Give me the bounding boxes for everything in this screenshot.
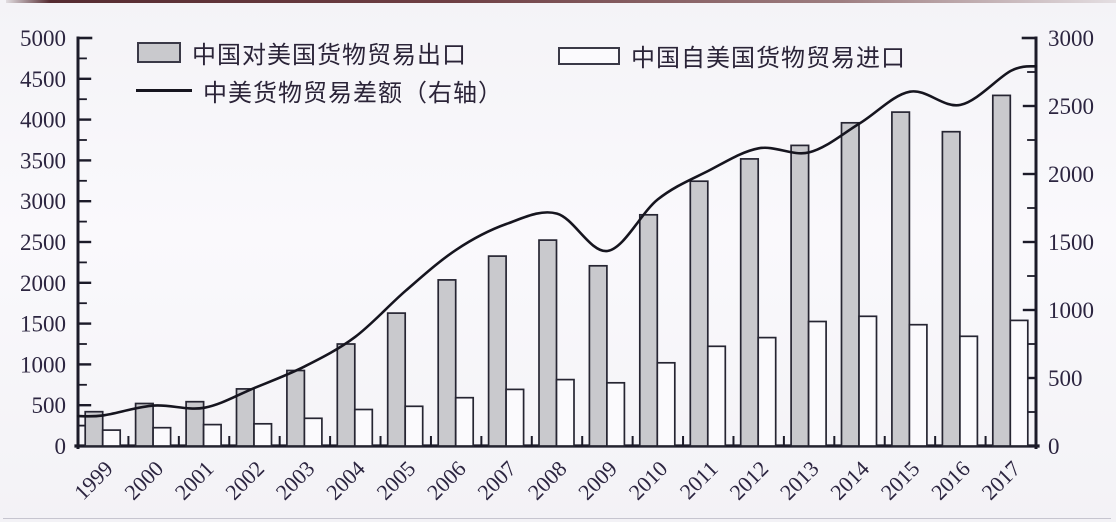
- bar-exports-2004: [336, 343, 356, 447]
- right-axis-tick-label: 0: [1048, 434, 1060, 459]
- bar-exports-2016: [941, 130, 961, 447]
- bar-imports-2011: [706, 345, 727, 447]
- bar-exports-2007: [487, 255, 507, 447]
- x-axis-year-label: 2001: [170, 456, 219, 505]
- x-axis-year-label: 2010: [624, 456, 673, 505]
- left-axis-tick-label: 2000: [20, 271, 66, 296]
- bar-imports-2003: [303, 417, 323, 447]
- bar-imports-2010: [656, 361, 676, 447]
- bar-imports-2002: [253, 422, 273, 447]
- x-axis-year-label: 2008: [523, 456, 572, 505]
- left-axis-tick-label: 500: [32, 393, 67, 418]
- bar-exports-2008: [538, 239, 558, 447]
- bar-exports-1999: [84, 410, 104, 447]
- left-axis-tick-label: 0: [55, 434, 67, 459]
- legend-item-imports: 中国自美国货物贸易进口: [558, 38, 906, 73]
- x-axis-year-label: 2003: [271, 456, 320, 505]
- x-axis-year-label: 2009: [573, 456, 622, 505]
- left-axis-tick-label: 4500: [20, 67, 66, 92]
- bar-imports-2014: [858, 315, 878, 447]
- legend-swatch-imports-bar: [558, 46, 620, 65]
- x-axis-year-label: 2013: [775, 456, 824, 505]
- photo-bottom-edge: [3, 518, 1111, 519]
- right-axis-tick-label: 500: [1048, 366, 1083, 391]
- bar-imports-2007: [505, 388, 525, 447]
- bar-imports-2006: [454, 396, 475, 447]
- bar-imports-2017: [1009, 319, 1029, 447]
- left-axis-tick-label: 1500: [20, 312, 66, 337]
- legend-item-balance: 中美货物贸易差额（右轴）: [136, 73, 503, 108]
- right-axis-tick-label: 2000: [1048, 162, 1094, 187]
- balance-line: [76, 64, 1038, 418]
- bar-exports-2013: [790, 144, 810, 447]
- bar-exports-2000: [134, 402, 154, 447]
- bar-imports-2000: [152, 426, 172, 447]
- x-axis-year-label: 1999: [69, 456, 118, 505]
- right-axis-tick-label: 2500: [1048, 94, 1094, 119]
- left-axis-tick-label: 5000: [20, 26, 66, 51]
- x-axis-year-label: 2016: [926, 456, 975, 505]
- x-axis-year-label: 2014: [825, 456, 874, 505]
- x-axis-year-label: 2017: [977, 456, 1026, 505]
- bar-exports-2010: [638, 213, 659, 447]
- bar-exports-2009: [588, 264, 608, 447]
- bar-imports-2015: [908, 323, 928, 447]
- bar-imports-2016: [959, 335, 979, 447]
- bar-exports-2015: [891, 111, 911, 447]
- left-axis-tick-label: 2500: [20, 230, 66, 255]
- legend-swatch-exports-bar: [137, 42, 181, 63]
- bar-exports-2011: [689, 180, 709, 447]
- bar-imports-2012: [757, 336, 777, 447]
- x-axis-year-label: 2011: [675, 456, 723, 504]
- bar-imports-2009: [606, 381, 626, 447]
- x-axis-year-label: 2007: [472, 456, 521, 505]
- legend-label-balance: 中美货物贸易差额（右轴）: [203, 81, 503, 107]
- bar-imports-2005: [404, 405, 424, 447]
- left-axis-tick-label: 4000: [20, 108, 66, 133]
- bar-imports-2001: [202, 423, 222, 447]
- left-axis-tick-label: 3500: [20, 148, 66, 173]
- x-axis-year-label: 2012: [724, 456, 773, 505]
- left-axis-tick-label: 3000: [20, 189, 66, 214]
- bar-exports-2003: [286, 369, 306, 447]
- legend-swatch-balance-line: [136, 89, 192, 92]
- bar-imports-2004: [353, 408, 374, 447]
- x-axis-year-label: 2006: [422, 456, 471, 505]
- x-axis-year-label: 2000: [119, 456, 168, 505]
- bar-exports-2012: [739, 158, 760, 447]
- bar-imports-1999: [101, 429, 122, 447]
- x-axis-year-label: 2004: [321, 456, 370, 505]
- right-axis-tick-label: 3000: [1048, 26, 1094, 51]
- x-axis-year-label: 2002: [220, 456, 269, 505]
- x-axis-year-label: 2005: [371, 456, 420, 505]
- right-axis-tick-label: 1500: [1048, 230, 1094, 255]
- bar-imports-2008: [555, 378, 575, 447]
- right-axis-tick-label: 1000: [1048, 298, 1094, 323]
- legend-item-exports: 中国对美国货物贸易出口: [137, 35, 467, 70]
- bar-exports-2014: [840, 121, 860, 447]
- left-axis-tick-label: 1000: [20, 352, 66, 377]
- bar-exports-2005: [386, 312, 407, 447]
- legend-label-exports: 中国对美国货物贸易出口: [192, 43, 467, 69]
- bar-exports-2002: [235, 388, 255, 447]
- bar-exports-2006: [437, 279, 457, 447]
- photo-top-edge: [6, 0, 1116, 3]
- bar-exports-2017: [991, 94, 1012, 447]
- bar-imports-2013: [807, 320, 827, 447]
- legend-label-imports: 中国自美国货物贸易进口: [631, 46, 906, 72]
- x-axis-year-label: 2015: [876, 456, 925, 505]
